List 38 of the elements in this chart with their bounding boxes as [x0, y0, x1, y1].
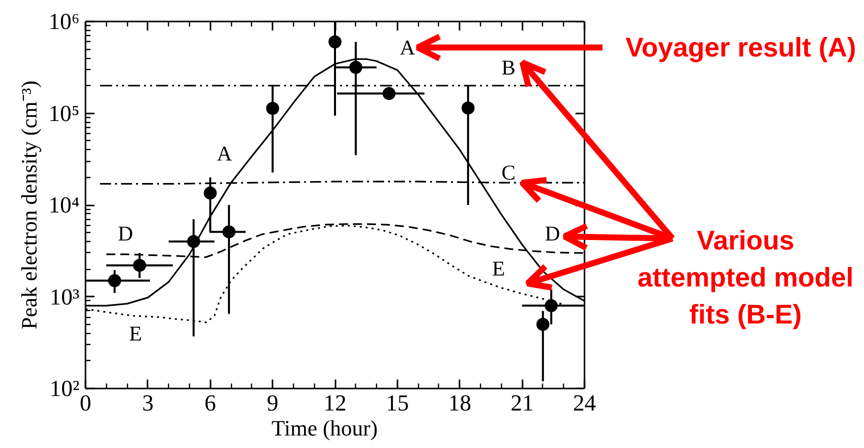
point — [328, 35, 342, 48]
x-tick-label: 12 — [324, 390, 346, 416]
series-label: D — [544, 222, 560, 246]
point — [536, 318, 550, 331]
series-label: B — [501, 56, 516, 80]
point — [349, 60, 362, 74]
point — [187, 235, 200, 248]
point — [204, 186, 217, 200]
annotation: Various attempted model fits (B-E) — [637, 226, 854, 330]
x-tick-label: 15 — [386, 390, 409, 416]
series-label: C — [501, 160, 516, 184]
point — [266, 102, 280, 115]
y-axis-title: Peak electron density (cm⁻³) — [16, 80, 42, 330]
y-tick-label: 10⁶ — [48, 9, 80, 34]
y-tick-label: 10³ — [50, 284, 80, 310]
point — [382, 87, 396, 100]
x-tick-label: 6 — [204, 390, 216, 416]
series-label: A — [216, 142, 233, 166]
series-label: E — [492, 256, 505, 280]
x-tick-label: 3 — [142, 390, 154, 416]
x-tick-label: 0 — [80, 390, 92, 416]
x-tick-label: 18 — [448, 390, 472, 416]
point — [544, 299, 558, 312]
point — [462, 102, 475, 115]
y-tick-label: 10⁵ — [48, 100, 80, 126]
x-tick-label: 24 — [573, 390, 596, 416]
text: E — [129, 322, 142, 346]
text: D — [118, 222, 134, 246]
point — [133, 258, 146, 272]
y-tick-label: 10² — [50, 376, 80, 401]
point — [108, 274, 122, 288]
x-tick-label: 21 — [510, 390, 534, 416]
point — [222, 225, 236, 238]
x-axis-title: Time (hour) — [272, 416, 378, 440]
x-tick-label: 9 — [266, 390, 278, 416]
text: Voyager result (A) — [626, 32, 856, 62]
text: A — [400, 36, 416, 60]
y-tick-label: 10⁴ — [48, 192, 80, 218]
